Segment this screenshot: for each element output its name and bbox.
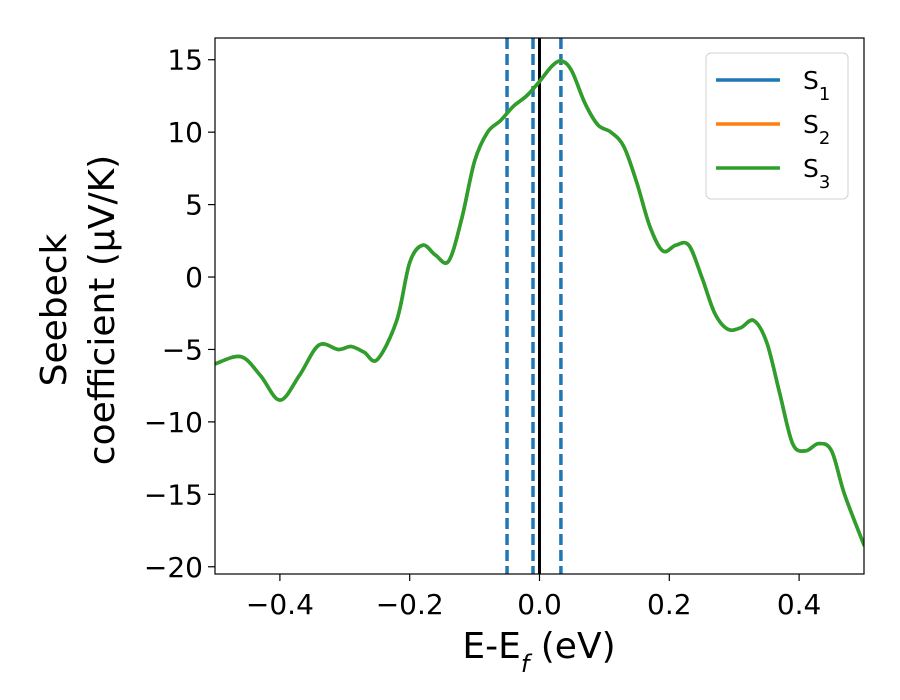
legend-label-s2: S2 [803, 110, 830, 149]
y-axis-label-line-1: Seebeck [34, 233, 75, 386]
y-axis: 15 10 5 0 −5 −10 −15 −20 [144, 44, 215, 584]
x-tick-label: −0.4 [246, 588, 314, 621]
x-tick-label: 0.2 [647, 588, 692, 621]
y-tick-label: −10 [144, 406, 203, 439]
legend-label-s1: S1 [803, 66, 830, 105]
y-axis-label: Seebeck coefficient (μV/K) [34, 155, 123, 465]
y-tick-label: 0 [185, 261, 203, 294]
legend-box [705, 52, 849, 200]
y-tick-label: 10 [167, 116, 203, 149]
y-tick-label: 15 [167, 44, 203, 77]
series-line-s3 [215, 59, 864, 547]
vertical-markers [505, 38, 563, 574]
y-tick-label: −15 [144, 478, 203, 511]
x-axis: −0.4 −0.2 0.0 0.2 0.4 [246, 574, 821, 621]
x-axis-label: E-Ef (eV) [462, 626, 615, 678]
y-tick-label: −5 [162, 333, 203, 366]
x-tick-label: 0.0 [517, 588, 562, 621]
legend: S1 S2 S3 [705, 52, 849, 200]
y-tick-label: 5 [185, 189, 203, 222]
x-tick-label: 0.4 [777, 588, 822, 621]
y-tick-label: −20 [144, 551, 203, 584]
y-axis-label-line-2: coefficient (μV/K) [82, 155, 123, 465]
legend-label-s3: S3 [803, 154, 830, 193]
x-tick-label: −0.2 [376, 588, 444, 621]
series-layer [215, 59, 864, 547]
